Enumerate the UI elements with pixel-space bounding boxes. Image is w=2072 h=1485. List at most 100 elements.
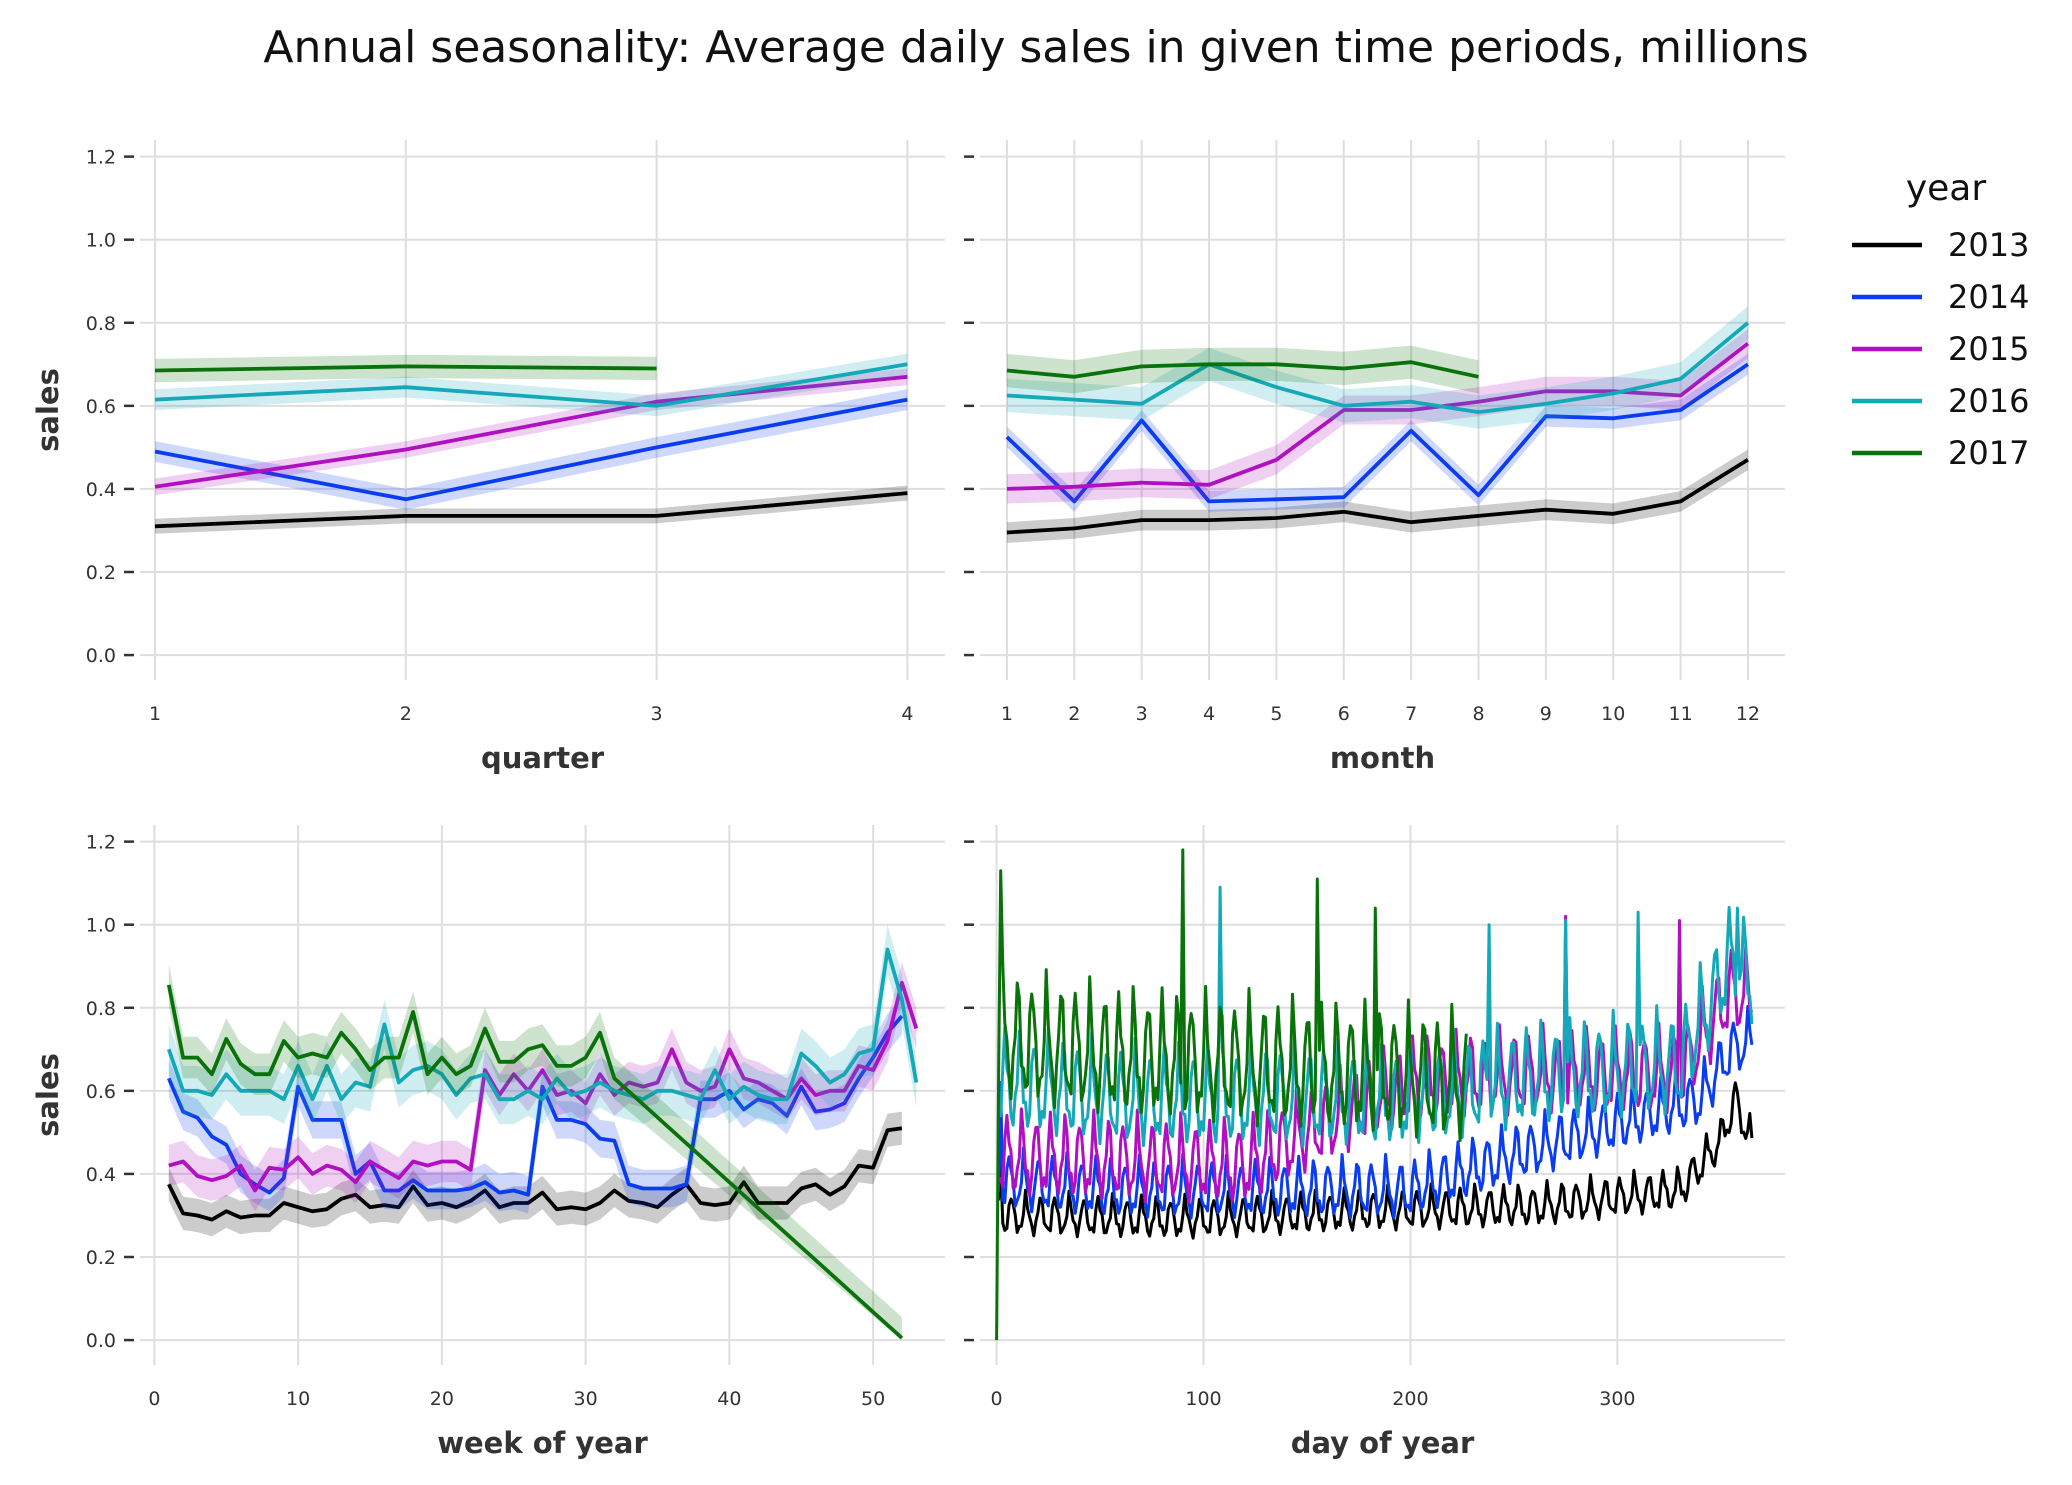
x-tick-label: 30: [574, 1388, 598, 1410]
series-line: [167, 947, 919, 1102]
series-2014: [997, 1004, 1754, 1220]
x-tick-label: 5: [1270, 703, 1282, 725]
series-line: [154, 364, 657, 373]
series-2015: [168, 962, 919, 1212]
series-line: [1006, 360, 1479, 379]
series-2015: [154, 368, 908, 496]
series-line: [154, 362, 908, 408]
confidence-band: [1006, 329, 1748, 504]
legend-label: 2013: [1948, 226, 2029, 264]
confidence-band: [168, 924, 917, 1125]
series-2016: [1006, 306, 1750, 429]
confidence-band: [1006, 353, 1748, 512]
x-axis-label: month: [1330, 741, 1435, 775]
x-tick-label: 100: [1185, 1388, 1221, 1410]
y-tick-label: 0.6: [86, 396, 116, 418]
x-axis-label: week of year: [437, 1426, 648, 1460]
y-tick-label: 0.2: [86, 1247, 116, 1269]
x-tick-label: 0: [991, 1388, 1003, 1410]
x-tick-label: 7: [1405, 703, 1417, 725]
series-2016: [154, 353, 908, 417]
x-tick-label: 0: [148, 1388, 160, 1410]
legend-entry-2015: 2015: [1852, 330, 2029, 368]
series-line: [1006, 321, 1750, 414]
legend-entry-2013: 2013: [1852, 226, 2029, 264]
x-tick-label: 40: [717, 1388, 741, 1410]
confidence-band: [155, 368, 908, 496]
series-line: [168, 980, 919, 1193]
y-tick-label: 1.2: [86, 147, 116, 169]
y-tick-label: 0.0: [86, 1330, 116, 1352]
y-axis-label: sales: [31, 368, 65, 452]
series-2013: [154, 485, 908, 534]
x-tick-label: 9: [1540, 703, 1552, 725]
y-tick-label: 0.8: [86, 998, 116, 1020]
x-tick-label: 6: [1338, 703, 1350, 725]
legend-label: 2016: [1948, 382, 2029, 420]
confidence-band: [155, 485, 908, 534]
y-tick-label: 1.0: [86, 230, 116, 252]
legend-label: 2015: [1948, 330, 2029, 368]
legend-entry-2016: 2016: [1852, 382, 2029, 420]
x-tick-label: 300: [1599, 1388, 1635, 1410]
y-tick-label: 0.2: [86, 562, 116, 584]
y-axis-label: sales: [31, 1053, 65, 1137]
series-2016: [167, 924, 919, 1125]
x-tick-label: 20: [430, 1388, 454, 1410]
legend-label: 2017: [1948, 434, 2029, 472]
x-tick-label: 8: [1472, 703, 1484, 725]
confidence-band: [1006, 306, 1748, 429]
x-tick-label: 200: [1392, 1388, 1428, 1410]
legend-entry-2017: 2017: [1852, 434, 2029, 472]
x-tick-label: 3: [1136, 703, 1148, 725]
x-tick-label: 2: [400, 703, 412, 725]
y-tick-label: 0.4: [86, 479, 116, 501]
subplot-1: 0.0 0.2 0.4 0.6 0.8 1.0 1.2 1 2 3 4 quarter sales: [31, 140, 945, 775]
x-tick-label: 4: [1203, 703, 1215, 725]
y-tick-label: 0.6: [86, 1081, 116, 1103]
x-tick-label: 12: [1736, 703, 1760, 725]
series-2017: [154, 354, 657, 383]
confidence-band: [168, 964, 902, 1341]
legend-entry-2014: 2014: [1852, 278, 2029, 316]
series-line: [997, 1004, 1754, 1220]
subplot-3: 0.0 0.2 0.4 0.6 0.8 1.0 1.2 0 10 20 30 40 50 week of …: [31, 825, 945, 1460]
legend: year 2013 2014 2015 2016 2017: [1852, 168, 2029, 472]
y-tick-label: 1.0: [86, 915, 116, 937]
series-line: [154, 397, 908, 502]
series-2013: [167, 1111, 903, 1237]
series-2014: [154, 389, 908, 510]
legend-label: 2014: [1948, 278, 2029, 316]
y-tick-label: 0.0: [86, 645, 116, 667]
x-tick-label: 50: [861, 1388, 885, 1410]
confidence-band: [155, 389, 908, 510]
series-2014: [1005, 353, 1749, 512]
series-2017: [1006, 345, 1479, 394]
confidence-band: [1006, 345, 1479, 394]
series-line: [1005, 362, 1749, 504]
series-line: [995, 848, 1468, 1341]
series-line: [1006, 458, 1749, 535]
x-tick-label: 10: [286, 1388, 310, 1410]
x-axis-label: day of year: [1291, 1426, 1475, 1460]
series-line: [154, 491, 908, 529]
x-tick-label: 3: [651, 703, 663, 725]
confidence-band: [168, 962, 917, 1212]
series-line: [167, 1126, 903, 1222]
x-tick-label: 1: [1001, 703, 1013, 725]
x-tick-label: 1: [149, 703, 161, 725]
subplot-4: 0 100 200 300 day of year: [964, 825, 1785, 1460]
series-line: [154, 374, 908, 489]
series-2014: [167, 997, 904, 1214]
y-tick-label: 0.4: [86, 1164, 116, 1186]
x-tick-label: 2: [1068, 703, 1080, 725]
figure-title: Annual seasonality: Average daily sales …: [263, 22, 1809, 73]
series-2017: [995, 848, 1468, 1341]
x-tick-label: 4: [901, 703, 913, 725]
x-tick-label: 11: [1668, 703, 1692, 725]
series-2013: [1006, 449, 1749, 543]
y-tick-label: 0.8: [86, 313, 116, 335]
